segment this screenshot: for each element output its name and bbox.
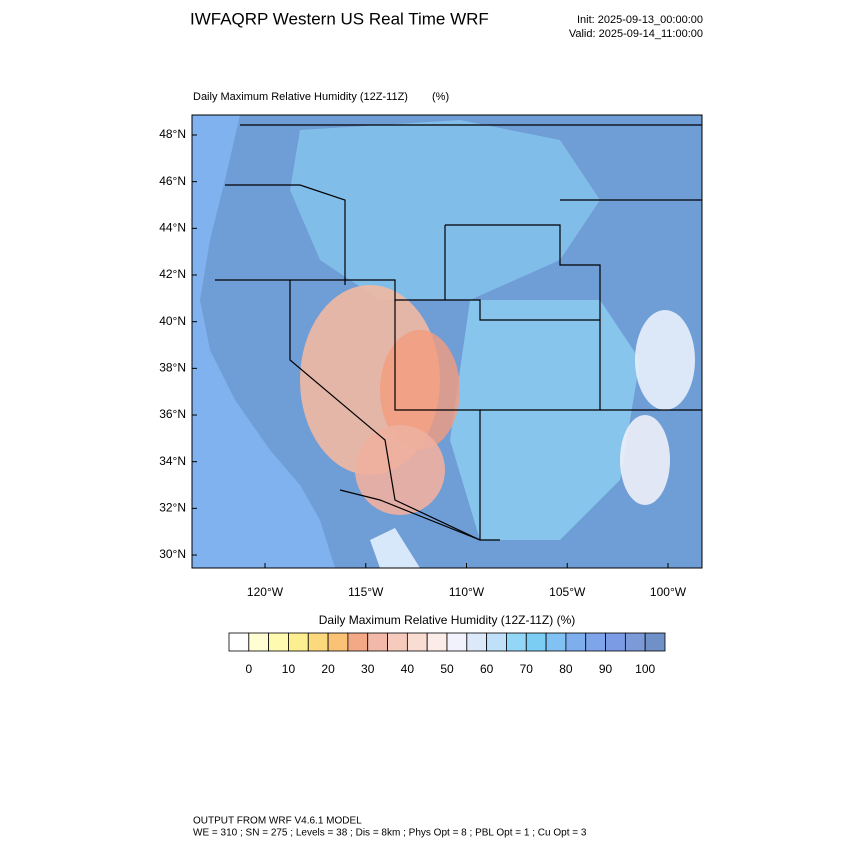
colorbar-label: 10 xyxy=(282,662,296,676)
moist-north xyxy=(290,120,600,300)
dry-south xyxy=(355,425,445,515)
colorbar-label: 50 xyxy=(440,662,454,676)
lon-label: 115°W xyxy=(348,585,384,599)
colorbar-swatch xyxy=(624,632,646,652)
colorbar-label: 0 xyxy=(245,662,252,676)
colorbar-swatch xyxy=(506,632,527,652)
colorbar-swatch xyxy=(545,632,567,652)
map-frame xyxy=(191,114,703,569)
colorbar-swatch xyxy=(446,632,468,652)
colorbar-swatch xyxy=(367,632,388,652)
map-field xyxy=(192,115,702,568)
page-title: IWFAQRP Western US Real Time WRF xyxy=(190,9,489,28)
colorbar-label: 20 xyxy=(321,662,335,676)
border xyxy=(215,279,600,321)
lon-label: 110°W xyxy=(449,585,485,599)
lat-label: 30°N xyxy=(159,547,186,561)
colorbar-label: 80 xyxy=(559,662,573,676)
colorbar-label: 90 xyxy=(599,662,613,676)
lat-label: 42°N xyxy=(159,267,186,281)
colorbar-swatch xyxy=(248,632,270,652)
border xyxy=(394,300,481,540)
colorbar-label: 40 xyxy=(401,662,415,676)
colorbar-swatch xyxy=(644,632,666,652)
footer-line: WE = 310 ; SN = 275 ; Levels = 38 ; Dis … xyxy=(193,828,587,839)
lat-labels: 48°N 46°N 44°N 42°N 40°N 38°N 36°N 34°N 32°N 30°N xyxy=(159,127,197,561)
lat-label: 34°N xyxy=(159,454,186,468)
colorbar-label: 100 xyxy=(635,662,655,676)
colorbar-swatch xyxy=(585,632,606,652)
map-title: Daily Maximum Relative Humidity (12Z-11Z… xyxy=(193,91,408,103)
lon-label: 105°W xyxy=(549,585,586,599)
colorbar-swatch xyxy=(406,632,428,652)
colorbar-swatch xyxy=(486,632,507,652)
lat-label: 44°N xyxy=(159,221,186,235)
map-units: (%) xyxy=(432,91,449,103)
footer-line: OUTPUT FROM WRF V4.6.1 MODEL xyxy=(193,816,362,827)
lat-label: 40°N xyxy=(159,314,186,328)
borders xyxy=(215,124,702,541)
lon-label: 100°W xyxy=(650,585,687,599)
dry-plains xyxy=(635,310,695,410)
colorbar-title: Daily Maximum Relative Humidity (12Z-11Z… xyxy=(319,613,576,627)
colorbar-swatch xyxy=(525,632,547,652)
lat-label: 38°N xyxy=(159,361,186,375)
dry-core xyxy=(380,330,460,450)
colorbar-swatch xyxy=(268,632,289,652)
border xyxy=(339,489,481,541)
colorbar-label: 30 xyxy=(361,662,375,676)
colorbar: 0 10 20 30 40 50 60 70 80 90 100 xyxy=(228,632,666,676)
gulf xyxy=(370,528,420,568)
dry-plains-south xyxy=(620,415,670,505)
colorbar-label: 60 xyxy=(480,662,494,676)
colorbar-swatch xyxy=(307,632,329,652)
colorbar-swatch xyxy=(387,632,408,652)
colorbar-swatch xyxy=(426,632,448,652)
lat-label: 36°N xyxy=(159,407,186,421)
colorbar-swatch xyxy=(605,632,626,652)
lat-label: 32°N xyxy=(159,501,186,515)
moist-southwest xyxy=(450,300,640,540)
lat-label: 46°N xyxy=(159,174,186,188)
init-time: Init: 2025-09-13_00:00:00 xyxy=(577,14,703,26)
border xyxy=(445,224,601,411)
colorbar-swatch xyxy=(347,632,369,652)
lon-labels: 120°W 115°W 110°W 105°W 100°W xyxy=(247,563,687,599)
colorbar-swatch xyxy=(466,632,488,652)
border xyxy=(225,184,346,285)
colorbar-label: 70 xyxy=(520,662,534,676)
colorbar-swatch xyxy=(565,632,587,652)
lat-label: 48°N xyxy=(159,127,186,141)
colorbar-swatch xyxy=(288,632,309,652)
colorbar-swatch xyxy=(228,632,250,652)
lon-label: 120°W xyxy=(247,585,284,599)
valid-time: Valid: 2025-09-14_11:00:00 xyxy=(569,28,703,40)
colorbar-swatch xyxy=(327,632,349,652)
